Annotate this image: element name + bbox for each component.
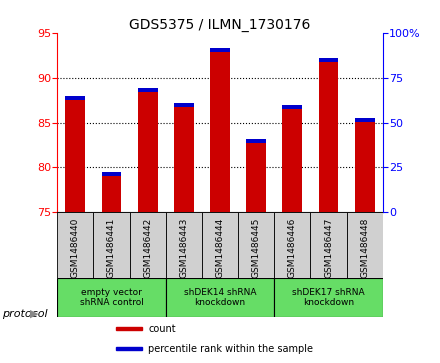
Text: shDEK17 shRNA
knockdown: shDEK17 shRNA knockdown <box>292 287 365 307</box>
Bar <box>274 278 383 317</box>
Text: GSM1486440: GSM1486440 <box>71 217 80 278</box>
Bar <box>138 88 158 212</box>
Bar <box>319 58 338 212</box>
Bar <box>102 172 121 212</box>
Bar <box>116 327 142 330</box>
Bar <box>57 212 93 278</box>
Bar <box>129 212 166 278</box>
Bar <box>202 212 238 278</box>
Bar <box>355 118 375 212</box>
Text: shDEK14 shRNA
knockdown: shDEK14 shRNA knockdown <box>184 287 256 307</box>
Text: GSM1486443: GSM1486443 <box>180 217 188 278</box>
Bar <box>282 105 302 212</box>
Text: percentile rank within the sample: percentile rank within the sample <box>148 344 313 354</box>
Text: protocol: protocol <box>2 309 48 319</box>
Bar <box>174 103 194 212</box>
Bar <box>138 88 158 93</box>
Bar <box>57 278 166 317</box>
Bar <box>282 105 302 109</box>
Text: count: count <box>148 324 176 334</box>
Bar <box>116 347 142 350</box>
Bar <box>319 58 338 62</box>
Text: GSM1486441: GSM1486441 <box>107 217 116 278</box>
Text: GSM1486448: GSM1486448 <box>360 217 369 278</box>
Bar <box>102 172 121 176</box>
Bar <box>174 103 194 107</box>
Bar <box>166 278 274 317</box>
Bar <box>355 118 375 122</box>
Bar <box>210 48 230 52</box>
Bar <box>347 212 383 278</box>
Bar <box>66 95 85 99</box>
Bar <box>238 212 274 278</box>
Bar <box>246 139 266 212</box>
Bar <box>166 212 202 278</box>
Text: GSM1486447: GSM1486447 <box>324 217 333 278</box>
Bar <box>311 212 347 278</box>
Bar <box>93 212 129 278</box>
Text: GSM1486444: GSM1486444 <box>216 217 224 278</box>
Text: GSM1486442: GSM1486442 <box>143 217 152 278</box>
Text: ▶: ▶ <box>30 309 38 319</box>
Text: GSM1486446: GSM1486446 <box>288 217 297 278</box>
Bar <box>66 95 85 212</box>
Text: empty vector
shRNA control: empty vector shRNA control <box>80 287 143 307</box>
Bar <box>246 139 266 143</box>
Text: GSM1486445: GSM1486445 <box>252 217 260 278</box>
Bar <box>274 212 311 278</box>
Title: GDS5375 / ILMN_1730176: GDS5375 / ILMN_1730176 <box>129 18 311 32</box>
Bar <box>210 48 230 212</box>
